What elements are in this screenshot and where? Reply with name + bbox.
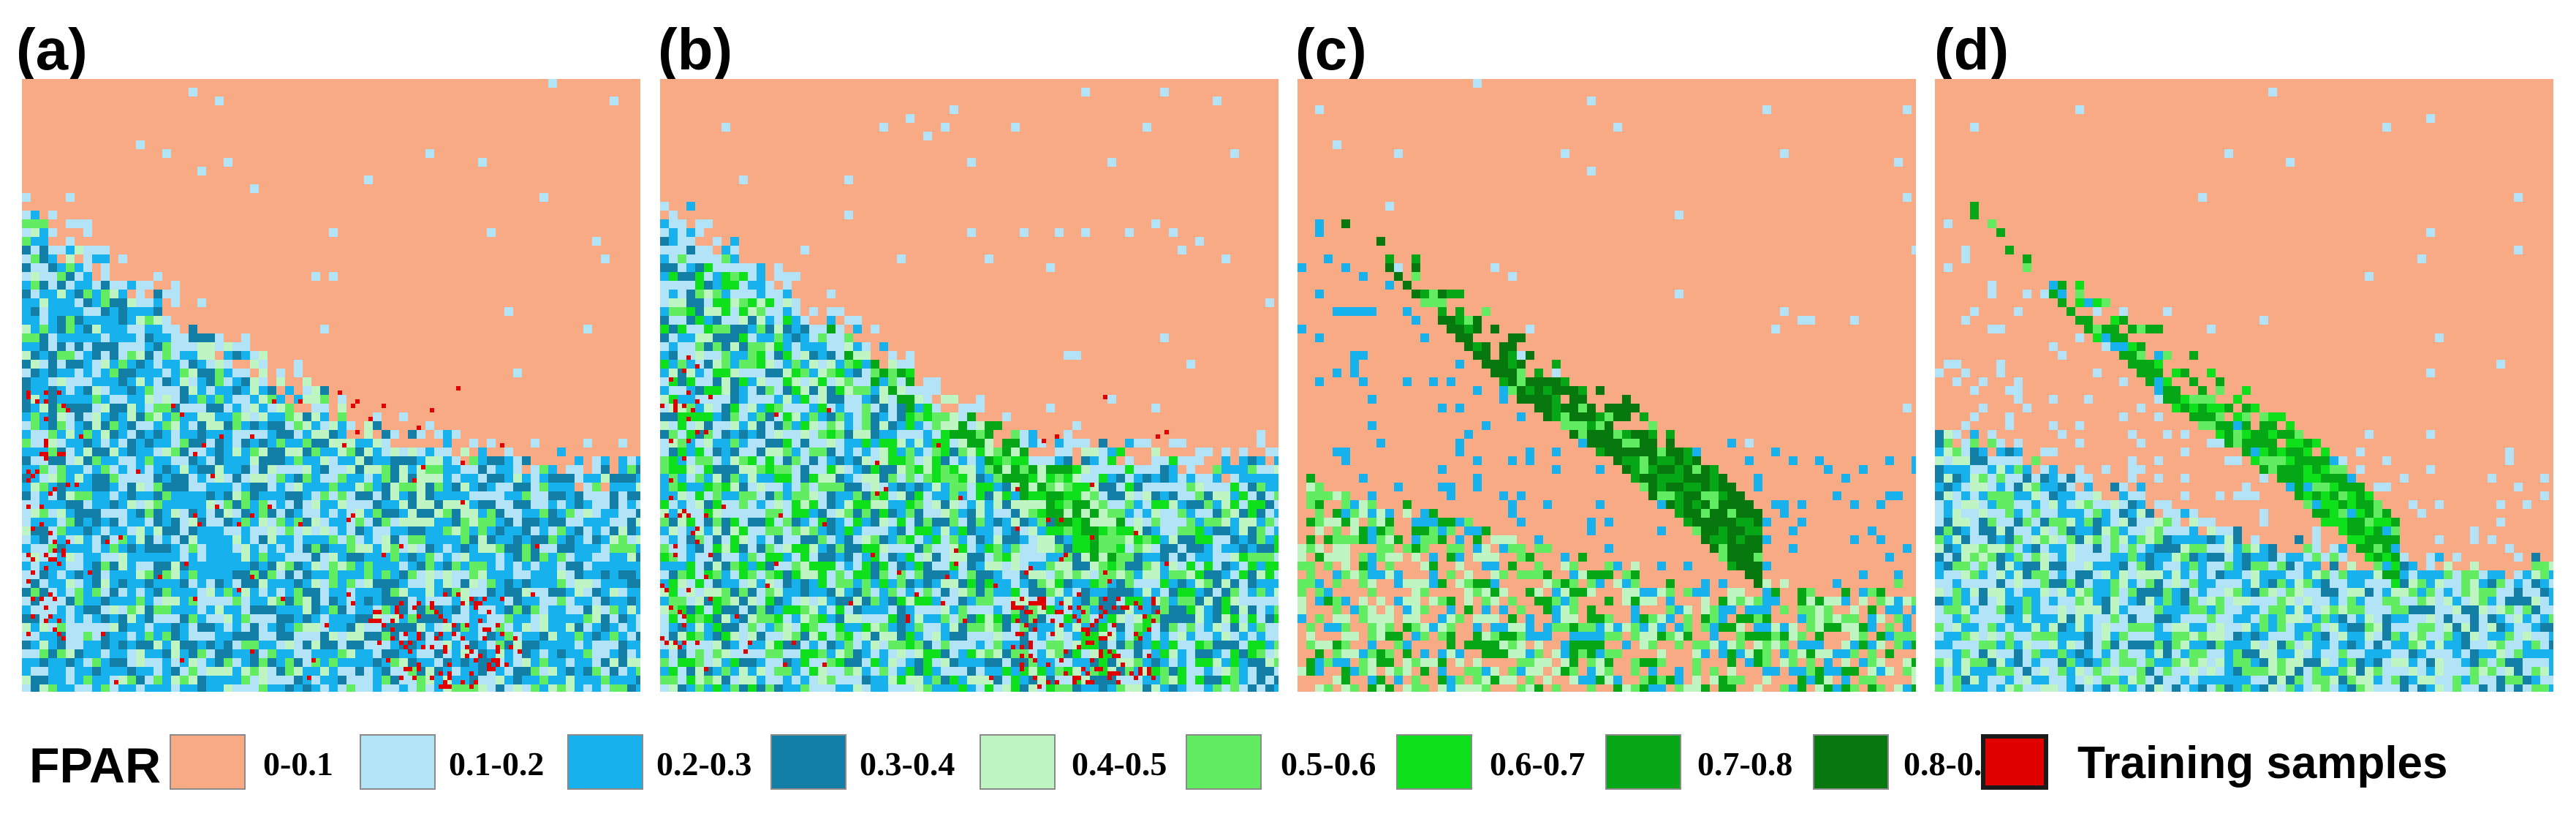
legend-range-3: 0.3-0.4 — [860, 745, 955, 782]
legend-range-7: 0.7-0.8 — [1697, 745, 1793, 782]
panel-label-b: (b) — [658, 17, 733, 82]
map-panel-c — [1298, 79, 1916, 692]
training-samples-overlay — [660, 355, 1169, 689]
training-samples-label: Training samples — [2077, 738, 2448, 788]
fpar-raster — [22, 79, 640, 692]
legend-range-6: 0.6-0.7 — [1490, 745, 1586, 782]
legend-range-0: 0-0.1 — [263, 745, 333, 782]
legend-swatch-6 — [1396, 734, 1472, 790]
legend-swatch-2 — [567, 734, 643, 790]
legend-range-1: 0.1-0.2 — [449, 745, 545, 782]
panel-label-a: (a) — [16, 17, 88, 82]
fpar-raster — [1298, 79, 1916, 692]
legend-title: FPAR — [29, 738, 162, 793]
legend-range-4: 0.4-0.5 — [1072, 745, 1167, 782]
legend-swatch-1 — [360, 734, 436, 790]
map-panel-a — [22, 79, 640, 692]
training-samples-overlay — [26, 386, 539, 689]
legend-swatch-4 — [980, 734, 1056, 790]
training-samples-swatch — [1981, 734, 2048, 790]
legend-swatch-0 — [170, 734, 246, 790]
legend-swatch-8 — [1813, 734, 1889, 790]
legend-range-5: 0.5-0.6 — [1281, 745, 1376, 782]
fpar-raster — [1935, 88, 2553, 692]
legend-range-2: 0.2-0.3 — [656, 745, 752, 782]
map-panel-b — [660, 79, 1278, 692]
map-panel-d — [1935, 79, 2553, 692]
panel-label-c: (c) — [1295, 17, 1367, 82]
panel-label-d: (d) — [1934, 17, 2009, 82]
fpar-legend: FPAR 0-0.1 0.1-0.2 0.2-0.3 0.3-0.4 0.4-0… — [0, 724, 2576, 804]
legend-swatch-3 — [770, 734, 846, 790]
legend-swatch-7 — [1605, 734, 1681, 790]
legend-swatch-5 — [1186, 734, 1262, 790]
fpar-raster — [660, 88, 1278, 692]
